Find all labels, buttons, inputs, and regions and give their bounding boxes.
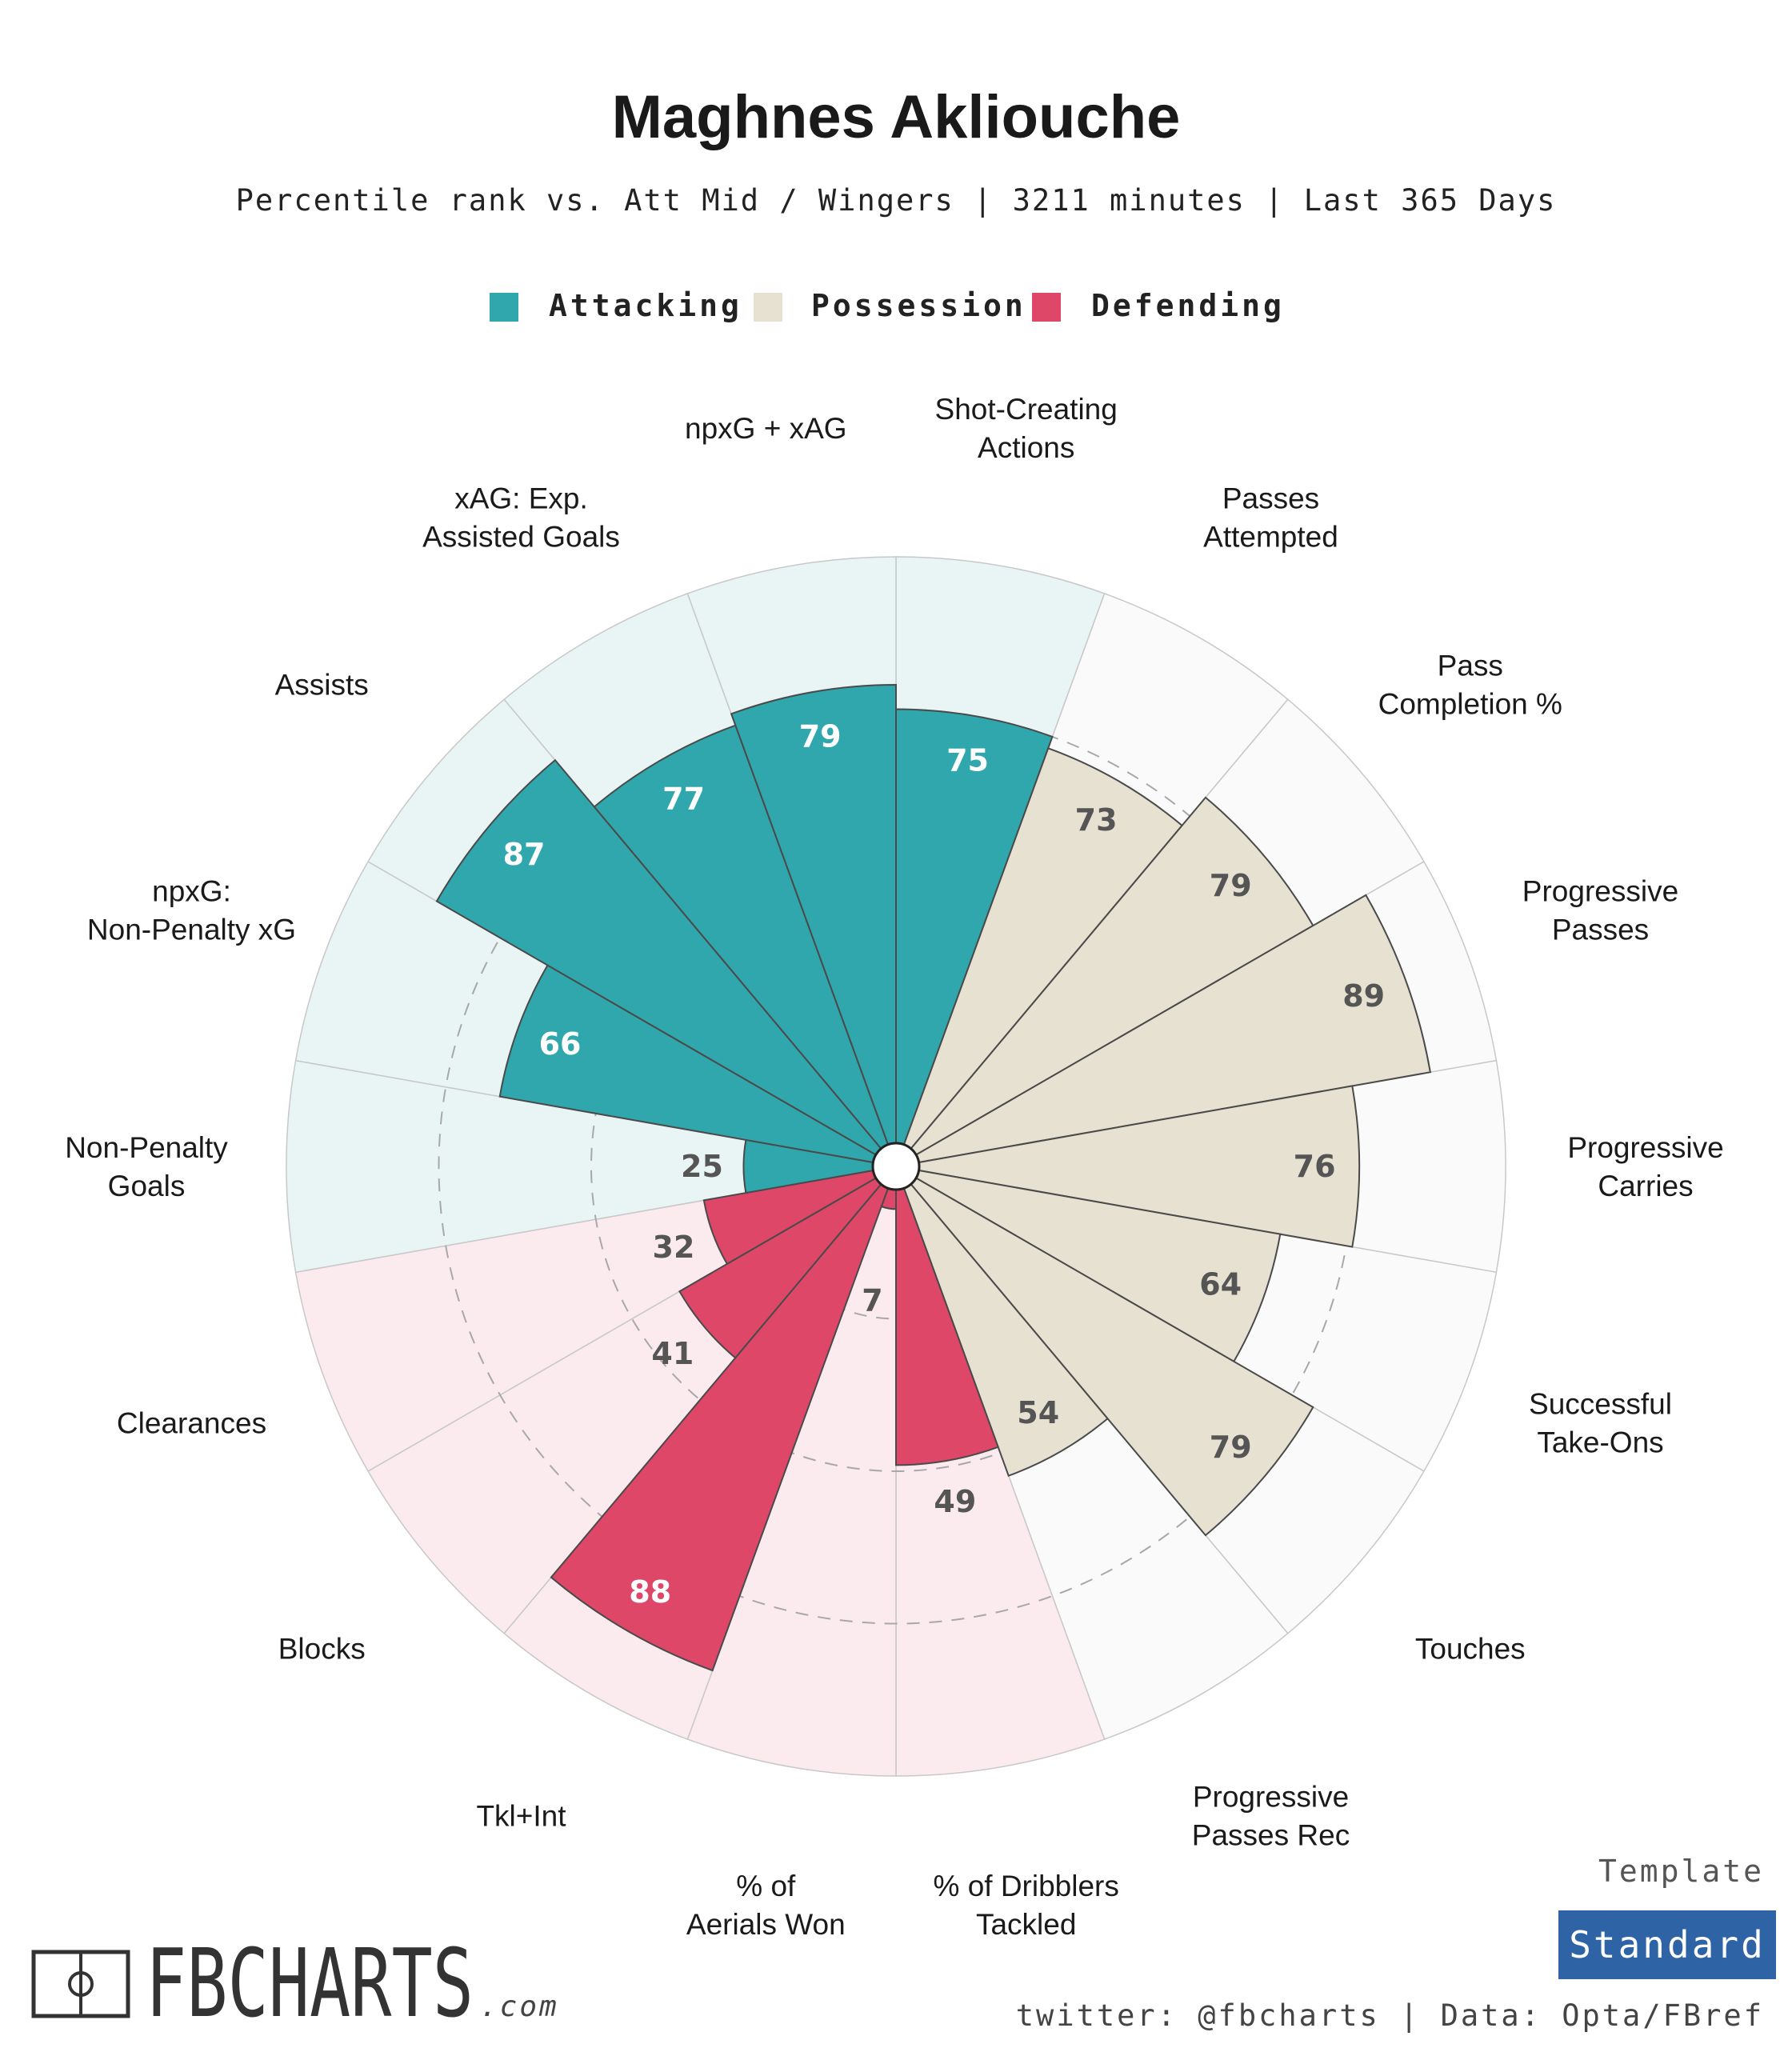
- metric-label-line: Shot-Creating: [935, 393, 1118, 426]
- value-label-touches: 79: [1210, 1430, 1252, 1465]
- metric-label-line: Tackled: [976, 1908, 1076, 1941]
- chart-subtitle: Percentile rank vs. Att Mid / Wingers | …: [236, 183, 1557, 218]
- legend-label-attacking: Attacking: [549, 288, 742, 323]
- data-bars: [435, 684, 1432, 1672]
- metric-label-line: Carries: [1598, 1170, 1693, 1202]
- metric-label-line: Progressive: [1522, 875, 1678, 908]
- metric-label-line: xAG: Exp.: [454, 482, 588, 515]
- legend-swatch-attacking: [490, 293, 518, 322]
- metric-label-clearances: Clearances: [117, 1406, 266, 1439]
- metric-label-line: Progressive: [1567, 1131, 1723, 1164]
- legend-swatch-defending: [1032, 293, 1061, 322]
- center-hub: [871, 1142, 921, 1191]
- metric-label-line: Actions: [978, 431, 1074, 464]
- value-label-passes-attempted: 73: [1075, 802, 1118, 838]
- metric-label-shot-creating-actions: Shot-Creating Actions: [935, 393, 1118, 464]
- metric-label-line: Successful: [1529, 1387, 1672, 1420]
- value-label-of-dribblers-tackled: 49: [934, 1484, 976, 1519]
- metric-label-progressive-passes-rec: Progressive Passes Rec: [1192, 1780, 1350, 1851]
- legend-label-defending: Defending: [1091, 288, 1285, 323]
- metric-label-line: Clearances: [117, 1406, 266, 1439]
- metric-label-line: npxG + xAG: [685, 412, 847, 445]
- metric-label-of-dribblers-tackled: % of Dribblers Tackled: [934, 1870, 1119, 1941]
- metric-label-progressive-carries: Progressive Carries: [1567, 1131, 1723, 1202]
- metric-label-line: Goals: [108, 1170, 186, 1202]
- metric-labels: Shot-Creating Actions Passes Attempted Pass C…: [65, 393, 1723, 1941]
- value-labels: 75 73 79 89 76 64 79 54 49 7 88 41 32 25 66 87 77 79: [503, 718, 1385, 1610]
- template-badge: [1558, 1910, 1776, 1979]
- fbcharts-logo: FBCHARTS .com: [31, 1928, 559, 2038]
- value-label-assists: 87: [503, 837, 546, 872]
- metric-label-progressive-passes: Progressive Passes: [1522, 875, 1678, 946]
- metric-label-line: % of Dribblers: [934, 1870, 1119, 1902]
- metric-label-line: Touches: [1415, 1632, 1526, 1665]
- legend: Attacking Possession Defending: [490, 288, 1285, 323]
- value-label-tkl-int: 88: [629, 1574, 671, 1610]
- metric-label-xag-exp-assisted-goals: xAG: Exp. Assisted Goals: [422, 482, 620, 554]
- value-label-progressive-carries: 76: [1294, 1149, 1336, 1184]
- data-credit: twitter: @fbcharts | Data: Opta/FBref: [1016, 1998, 1764, 2033]
- value-label-npxg-non-penalty-xg: 66: [539, 1026, 582, 1062]
- value-label-shot-creating-actions: 75: [946, 742, 989, 778]
- chart-title: Maghnes Akliouche: [612, 83, 1181, 151]
- value-label-of-aerials-won: 7: [862, 1282, 882, 1318]
- value-label-clearances: 32: [653, 1230, 695, 1265]
- metric-label-passes-attempted: Passes Attempted: [1203, 482, 1338, 554]
- value-label-progressive-passes: 89: [1342, 978, 1385, 1014]
- metric-label-line: Blocks: [278, 1632, 366, 1665]
- metric-label-blocks: Blocks: [278, 1632, 366, 1665]
- value-label-non-penalty-goals: 25: [681, 1149, 723, 1184]
- metric-label-line: Assisted Goals: [422, 521, 620, 554]
- metric-label-line: % of: [736, 1870, 796, 1902]
- metric-label-line: npxG:: [152, 875, 231, 908]
- metric-label-tkl-int: Tkl+Int: [476, 1799, 566, 1832]
- metric-label-line: Aerials Won: [686, 1908, 846, 1941]
- legend-label-possession: Possession: [811, 288, 1026, 323]
- metric-label-line: Non-Penalty: [65, 1131, 228, 1164]
- logo-wordmark: FBCHARTS: [146, 1928, 474, 2038]
- logo-suffix: .com: [480, 1990, 559, 2023]
- metric-label-line: Non-Penalty xG: [87, 914, 296, 946]
- legend-swatch-possession: [754, 293, 782, 322]
- polar-plot: 75 73 79 89 76 64 79 54 49 7 88 41 32 25 66 87 77 79 Shot…: [65, 393, 1723, 1941]
- metric-label-pass-completion: Pass Completion %: [1378, 650, 1562, 721]
- metric-label-npxg-non-penalty-xg: npxG: Non-Penalty xG: [87, 875, 296, 946]
- metric-label-of-aerials-won: % of Aerials Won: [686, 1870, 846, 1941]
- metric-label-line: Progressive: [1193, 1780, 1349, 1813]
- metric-label-line: Passes: [1552, 914, 1649, 946]
- metric-label-touches: Touches: [1415, 1632, 1526, 1665]
- metric-label-npxg-xag: npxG + xAG: [685, 412, 847, 445]
- metric-label-successful-take-ons: Successful Take-Ons: [1529, 1387, 1672, 1458]
- metric-label-assists: Assists: [275, 669, 369, 702]
- metric-label-line: Attempted: [1203, 521, 1338, 554]
- metric-label-line: Pass: [1438, 650, 1503, 682]
- template-value: Standard: [1569, 1923, 1766, 1966]
- value-label-xag-exp-assisted-goals: 77: [662, 781, 705, 816]
- metric-label-line: Passes: [1222, 482, 1319, 515]
- value-label-npxg-xag: 79: [799, 718, 842, 754]
- value-label-blocks: 41: [651, 1336, 694, 1371]
- value-label-pass-completion: 79: [1210, 868, 1252, 903]
- template-label: Template: [1598, 1854, 1764, 1889]
- metric-label-line: Completion %: [1378, 688, 1562, 721]
- metric-label-line: Passes Rec: [1192, 1818, 1350, 1851]
- metric-label-line: Take-Ons: [1537, 1426, 1663, 1458]
- metric-label-line: Tkl+Int: [476, 1799, 566, 1832]
- metric-label-line: Assists: [275, 669, 369, 702]
- value-label-progressive-passes-rec: 54: [1017, 1395, 1059, 1430]
- metric-label-non-penalty-goals: Non-Penalty Goals: [65, 1131, 228, 1202]
- value-label-successful-take-ons: 64: [1199, 1267, 1242, 1302]
